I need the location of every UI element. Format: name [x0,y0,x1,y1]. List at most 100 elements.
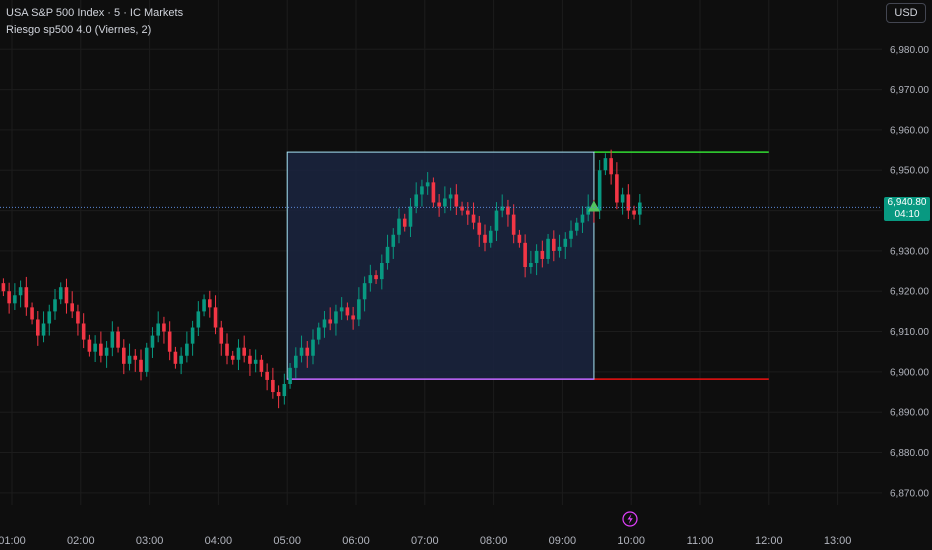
candle [557,234,562,258]
candle [529,250,533,274]
candle [615,162,619,210]
candle [357,287,361,327]
candles [1,149,642,409]
candle [265,363,269,391]
price-tick-label: 6,920.00 [890,287,929,298]
candle [253,349,258,373]
candle [179,347,183,375]
candle [477,216,482,247]
candle [64,278,69,314]
candle [540,240,545,268]
candle [460,201,464,216]
candle [328,307,332,331]
price-tick-label: 6,980.00 [890,45,929,56]
candle [603,153,608,176]
candle [133,349,138,372]
candle [202,294,206,317]
candle [190,320,195,356]
time-tick-label: 03:00 [136,535,164,547]
candle [259,354,264,377]
candle [162,316,166,344]
time-tick-label: 01:00 [0,535,26,547]
currency-button[interactable]: USD [886,3,926,23]
candle [425,172,430,195]
candle [563,232,568,259]
candle [294,347,298,379]
symbol-title[interactable]: USA S&P 500 Index · 5 · IC Markets [6,7,184,19]
candle [150,327,155,358]
price-tick-label: 6,910.00 [890,327,929,338]
price-tick-label: 6,900.00 [890,367,929,378]
candle [586,194,590,222]
candle [58,282,63,305]
candle [173,346,178,369]
time-tick-label: 08:00 [480,535,508,547]
time-tick-label: 13:00 [824,535,852,547]
candle [511,204,516,244]
time-axis[interactable]: 01:00 02:00 03:00 04:00 05:00 06:00 07:00 08:00… [0,535,851,547]
candle [597,159,602,220]
candle [334,304,338,336]
candle [391,228,396,259]
price-tick-label: 6,880.00 [890,448,929,459]
candle [408,198,413,237]
candle [339,297,344,320]
candle [208,290,212,318]
candle [351,306,355,330]
candle [242,335,246,363]
candle [7,282,11,314]
candle [185,331,189,363]
candle [546,233,550,264]
chart-legend: USA S&P 500 Index · 5 · IC Markets Riesg… [6,5,183,39]
candle [414,182,418,214]
candle [225,333,229,365]
price-tick-label: 6,950.00 [890,166,929,177]
time-tick-label: 05:00 [273,535,301,547]
time-tick-label: 12:00 [755,535,783,547]
indicator-title[interactable]: Riesgo sp500 4.0 (Viernes, 2) [6,24,152,36]
lightning-icon[interactable] [622,511,638,527]
candle [523,234,527,278]
candle [213,295,218,335]
candle [110,321,115,357]
price-tick-label: 6,970.00 [890,85,929,96]
price-tick-label: 6,960.00 [890,125,929,136]
candle [380,254,384,290]
candle [483,224,487,252]
time-tick-label: 02:00 [67,535,95,547]
candle [420,179,424,207]
candle [30,302,34,325]
time-tick-label: 10:00 [617,535,645,547]
price-axis[interactable]: 6,870.00 6,880.00 6,890.00 6,900.00 6,910.00… [890,45,929,500]
candle [580,206,585,233]
price-tick-label: 6,930.00 [890,246,929,257]
candle [219,320,224,356]
candle [13,283,17,310]
candle [139,349,143,381]
candle [236,339,241,371]
candle [24,276,29,316]
time-tick-label: 06:00 [342,535,370,547]
current-price-label: 6,940.80 [887,197,927,208]
candle [156,311,160,343]
current-price-tag: 6,940.80 04:10 [884,197,930,221]
candle [443,186,447,214]
candle [466,202,470,225]
candle [70,291,74,319]
time-tick-label: 07:00 [411,535,439,547]
candle [18,280,23,308]
candle [316,322,321,345]
candle [36,310,40,346]
candle [144,342,149,377]
candle [494,202,499,242]
candle [282,373,287,405]
candle [122,339,126,375]
candle [81,313,86,349]
candle [87,334,92,357]
time-tick-label: 11:00 [687,535,714,547]
candle [41,311,46,343]
candle [248,349,252,376]
candle [552,230,556,262]
candle [288,363,292,389]
